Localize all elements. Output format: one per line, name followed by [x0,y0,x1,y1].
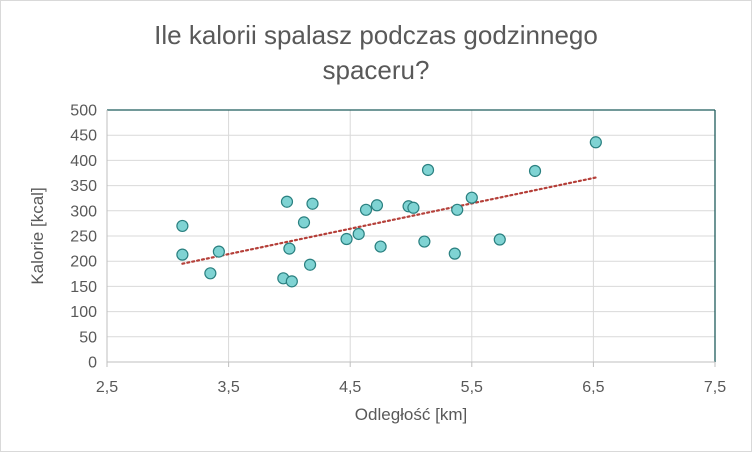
data-point [421,163,435,177]
y-tick-label: 100 [70,304,97,321]
data-point [176,248,189,261]
data-point [303,258,317,271]
y-tick-label: 0 [88,355,97,372]
data-point [448,247,461,260]
data-point [451,203,464,216]
y-tick-label: 200 [70,254,97,271]
data-point [407,201,420,214]
chart-title-line-1: Ile kalorii spalasz podczas godzinnego [154,20,598,50]
data-point [370,199,384,212]
data-point [589,136,602,149]
data-point [493,233,506,246]
x-tick-label: 7,5 [704,379,726,396]
y-tick-label: 400 [70,153,97,170]
trendline-group [181,176,597,265]
data-point [212,245,225,258]
data-point [340,232,353,246]
data-point [352,227,365,241]
data-point [374,240,387,253]
x-tick-label: 5,5 [461,379,483,396]
y-tick-label: 50 [79,329,97,346]
x-tick-label: 6,5 [582,379,604,396]
y-tick-label: 500 [70,103,97,120]
x-axis-title: Odległość [km] [355,405,467,424]
data-point [204,267,217,280]
y-tick-label: 450 [70,128,97,145]
data-point [528,164,542,178]
y-axis-title: Kalorie [kcal] [28,187,47,284]
data-points [176,136,602,288]
x-tick-label: 3,5 [217,379,239,396]
x-tick-label: 4,5 [339,379,361,396]
y-tick-label: 150 [70,279,97,296]
data-point [297,216,311,229]
chart-title: Ile kalorii spalasz podczas godzinnego s… [0,18,752,88]
x-tick-label: 2,5 [96,379,118,396]
trendline [181,176,597,265]
data-point [285,275,298,288]
axes [106,109,716,367]
data-point [283,242,296,255]
data-point [306,197,319,210]
data-point [418,235,431,248]
data-point [359,203,373,216]
data-point [465,191,478,204]
y-tick-label: 250 [70,229,97,246]
gridlines [107,109,716,362]
tick-labels: 0 50 100 150 200 250 300 350 400 450 500 2,5 3,5 4,5 5… [70,103,726,397]
y-tick-label: 300 [70,203,97,220]
data-point [280,195,294,208]
data-point [176,219,189,233]
y-tick-label: 350 [70,178,97,195]
chart-title-line-2: spaceru? [322,55,430,85]
